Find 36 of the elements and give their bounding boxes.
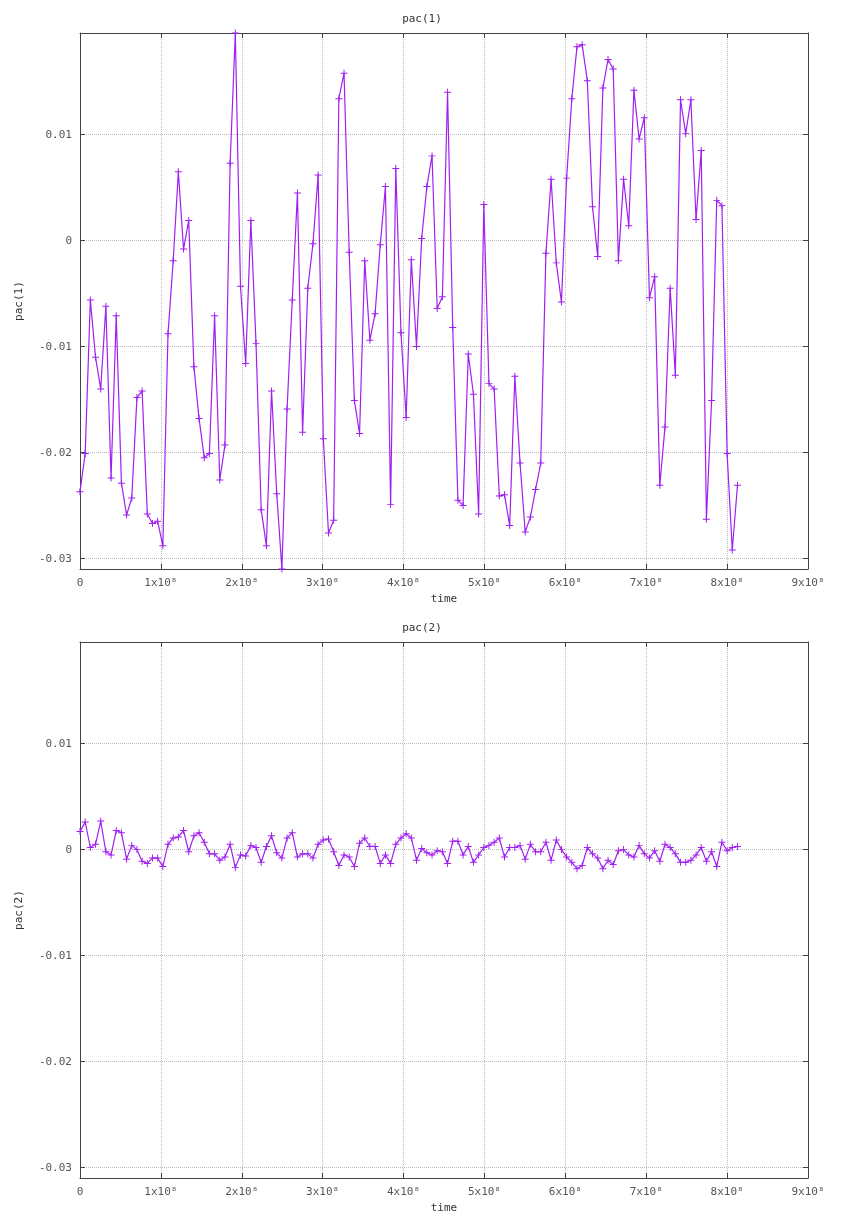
x-tick-label: 2x10⁸	[225, 576, 259, 589]
x-axis-title: time	[430, 592, 458, 605]
y-tick-label: -0.01	[38, 340, 72, 354]
x-tick-label: 2x10⁸	[225, 1185, 259, 1198]
chart-title: pac(1)	[402, 12, 442, 25]
x-tick-label: 3x10⁸	[306, 576, 340, 589]
x-tick-label: 1x10⁸	[144, 1185, 178, 1198]
y-tick-label: 0	[65, 234, 72, 248]
x-tick-label: 3x10⁸	[306, 1185, 340, 1198]
y-tick-label: -0.02	[38, 445, 72, 459]
y-tick-label: -0.01	[38, 949, 72, 963]
x-tick-label: 7x10⁸	[629, 576, 663, 589]
x-tick-label: 8x10⁸	[710, 1185, 744, 1198]
y-tick-label: 0	[65, 843, 72, 857]
x-tick-label: 5x10⁸	[467, 576, 502, 589]
x-tick-label: 0	[76, 576, 84, 589]
y-tick-label: -0.03	[38, 551, 72, 565]
chart-title: pac(2)	[402, 621, 442, 634]
y-tick-label: -0.02	[38, 1054, 72, 1068]
x-tick-label: 0	[76, 1185, 84, 1198]
x-tick-label: 8x10⁸	[710, 576, 744, 589]
x-tick-label: 9x10⁸	[791, 1185, 825, 1198]
x-tick-label: 1x10⁸	[144, 576, 178, 589]
y-axis-title: pac(2)	[12, 890, 25, 930]
x-tick-label: 7x10⁸	[629, 1185, 663, 1198]
x-tick-label: 4x10⁸	[386, 576, 421, 589]
x-tick-label: 6x10⁸	[548, 576, 582, 589]
x-tick-label: 5x10⁸	[467, 1185, 502, 1198]
y-tick-label: 0.01	[45, 128, 72, 142]
y-axis-title: pac(1)	[12, 281, 25, 321]
x-tick-label: 6x10⁸	[548, 1185, 582, 1198]
y-tick-label: -0.03	[38, 1160, 72, 1174]
x-tick-label: 9x10⁸	[791, 576, 825, 589]
x-axis-title: time	[430, 1201, 458, 1214]
x-tick-label: 4x10⁸	[386, 1185, 421, 1198]
y-tick-label: 0.01	[45, 737, 72, 751]
